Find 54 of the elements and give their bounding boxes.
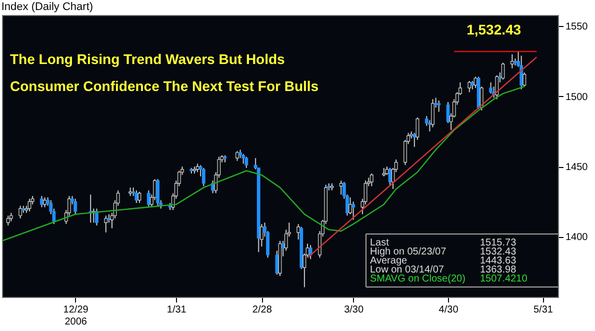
candlestick xyxy=(242,153,246,164)
annotation: Last xyxy=(370,238,390,248)
annotation: SMAVG on Close(20) xyxy=(370,274,466,284)
candlestick xyxy=(202,167,206,187)
candlestick xyxy=(40,195,44,208)
candlestick xyxy=(339,180,343,196)
candlestick xyxy=(352,201,356,220)
candlestick xyxy=(498,72,502,83)
annotation: Consumer Confidence The Next Test For Bulls xyxy=(10,78,319,94)
y-tick-label: 1500 xyxy=(566,92,588,103)
candlestick xyxy=(95,208,98,226)
x-tick-label: 4/30 xyxy=(438,304,459,316)
x-tick-label: 1/31 xyxy=(166,304,187,316)
candlestick xyxy=(412,132,416,148)
candlestick xyxy=(236,150,239,162)
candlestick xyxy=(146,190,150,208)
chart-title: Index (Daily Chart) xyxy=(1,1,94,13)
annotation: 1443.63 xyxy=(480,256,517,266)
annotation: 1507.4210 xyxy=(480,274,528,284)
candlestick xyxy=(388,167,392,187)
y-tick-label: 1400 xyxy=(566,232,588,244)
x-tick-label: 2/28 xyxy=(252,304,272,316)
x-tick-label: 5/31 xyxy=(533,304,554,316)
y-tick-label: 1450 xyxy=(566,162,588,174)
candlestick xyxy=(138,191,142,204)
candlestick xyxy=(434,97,438,108)
candlestick xyxy=(522,72,526,88)
candlestick xyxy=(468,80,472,93)
annotation: 1515.73 xyxy=(480,238,517,248)
candlestick xyxy=(510,54,514,69)
candlestick xyxy=(244,156,248,168)
annotation: High on 05/23/07 xyxy=(370,246,447,258)
annotation: Low on 03/14/07 xyxy=(370,264,444,276)
candlestick xyxy=(156,178,160,206)
candlestick xyxy=(428,120,432,132)
annotation: 1363.98 xyxy=(480,264,517,276)
candlestick xyxy=(370,173,374,187)
candlestick xyxy=(74,198,78,215)
candlestick xyxy=(6,215,10,226)
candlestick xyxy=(495,74,499,100)
candlestick xyxy=(480,86,484,111)
annotation: Average xyxy=(370,256,408,266)
annotation: 1,532.43 xyxy=(466,21,522,38)
candlestick xyxy=(431,98,434,128)
x-tick-label: 3/30 xyxy=(344,304,364,316)
candlestick xyxy=(437,100,441,112)
candlestick xyxy=(104,215,108,233)
candlestick xyxy=(275,250,279,276)
annotation: The Long Rising Trend Wavers But Holds xyxy=(10,51,286,67)
x-tick-label: 12/29 2006 xyxy=(63,304,89,328)
y-tick-label: 1550 xyxy=(566,22,588,33)
annotation: 1532.43 xyxy=(480,246,517,258)
candlestick xyxy=(18,205,22,219)
candlestick xyxy=(489,82,492,94)
